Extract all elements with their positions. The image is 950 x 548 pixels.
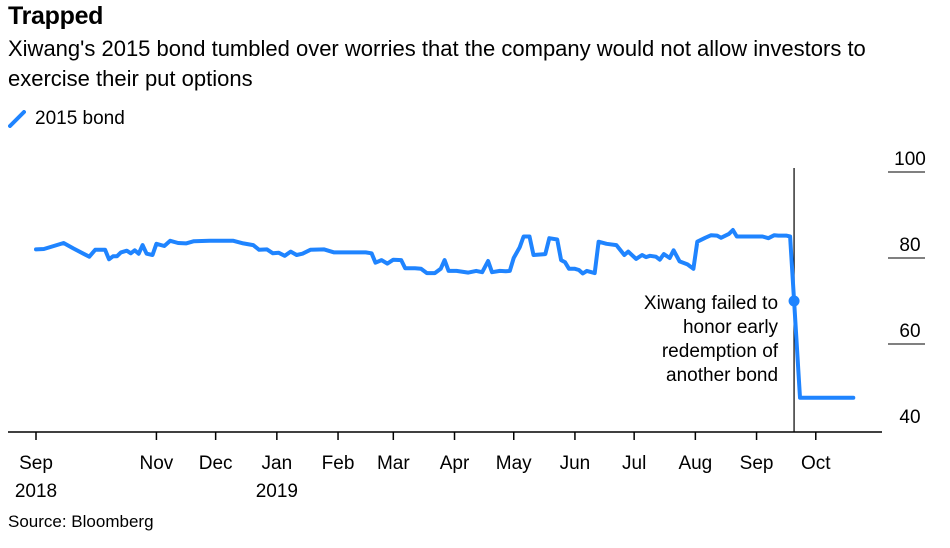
chart-subtitle: Xiwang's 2015 bond tumbled over worries … (8, 36, 866, 91)
x-tick-label: Jun (560, 453, 591, 474)
x-tick-label: Jan (262, 453, 293, 474)
y-tick-label: 80 (899, 235, 920, 256)
annotation-text-line: another bond (666, 365, 778, 386)
x-tick-label: Mar (377, 453, 410, 474)
x-tick-label: May (496, 453, 532, 474)
series-line-2015-bond (34, 228, 856, 400)
legend-swatch (8, 110, 26, 128)
x-tick-label: Dec (199, 453, 233, 474)
x-tick-label: Feb (322, 453, 355, 474)
x-tick-label: Jul (622, 453, 646, 474)
source-note: Source: Bloomberg (8, 512, 154, 531)
x-tick-label: Sep (19, 453, 53, 474)
annotation-text-line: Xiwang failed to (644, 293, 778, 314)
y-tick-label: 100 (894, 149, 926, 170)
y-tick-label: 60 (899, 321, 920, 342)
y-tick-label: 40 (899, 407, 920, 428)
annotation-marker (788, 295, 800, 307)
x-tick-year-label: 2019 (256, 481, 298, 502)
x-tick-label: Aug (678, 453, 712, 474)
x-tick-label: Nov (140, 453, 174, 474)
x-tick-label: Sep (740, 453, 774, 474)
legend: 2015 bond (8, 108, 125, 130)
annotation-text-line: honor early (683, 317, 779, 338)
annotation-text-line: redemption of (662, 341, 779, 362)
chart-title: Trapped (8, 2, 104, 30)
x-tick-label: Apr (440, 453, 470, 474)
x-tick-label: Oct (801, 453, 831, 474)
x-tick-year-label: 2018 (15, 481, 57, 502)
legend-label: 2015 bond (35, 108, 125, 129)
